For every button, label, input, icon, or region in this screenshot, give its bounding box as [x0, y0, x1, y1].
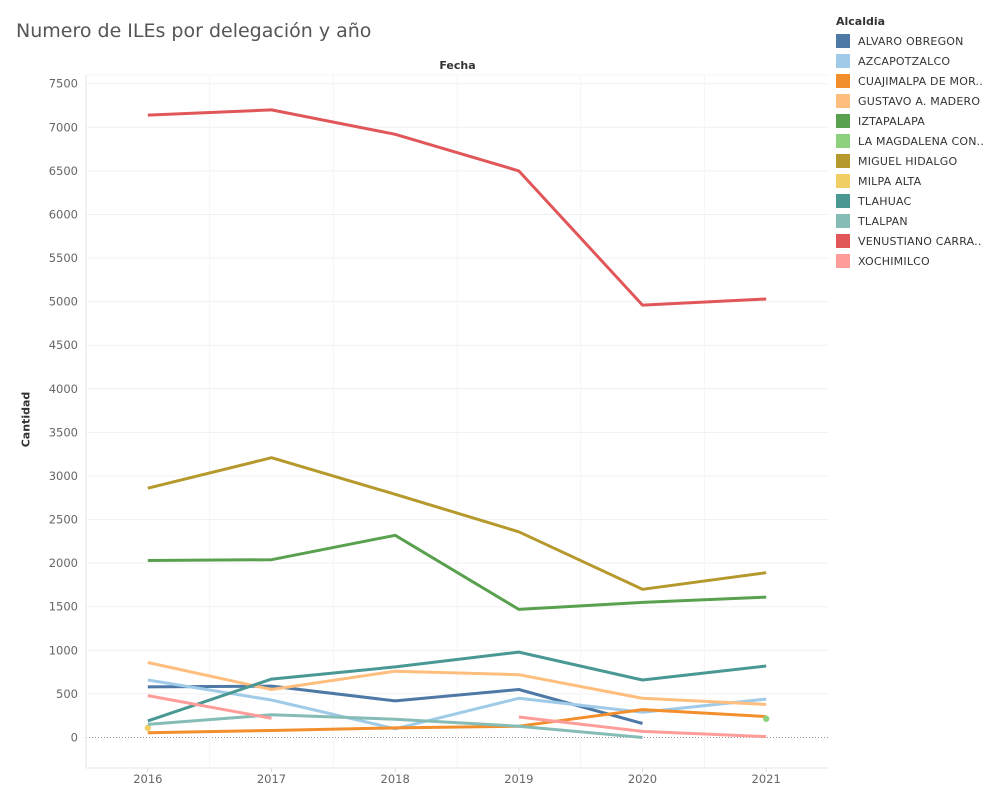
legend-item[interactable]: TLAHUAC: [836, 191, 996, 211]
y-tick-label: 1000: [49, 643, 78, 657]
legend-item[interactable]: MILPA ALTA: [836, 171, 996, 191]
series-line: [518, 715, 767, 739]
legend-item[interactable]: XOCHIMILCO: [836, 251, 996, 271]
series-line: [147, 684, 643, 725]
legend-swatch: [836, 194, 850, 208]
series-lines: [144, 108, 770, 739]
legend-item[interactable]: MIGUEL HIDALGO: [836, 151, 996, 171]
chart-title: Numero de ILEs por delegación y año: [16, 20, 372, 42]
legend-swatch: [836, 254, 850, 268]
y-tick-label: 6500: [49, 164, 78, 178]
y-tick-label: 7000: [49, 120, 78, 134]
legend-item[interactable]: LA MAGDALENA CON..: [836, 131, 996, 151]
y-tick-label: 3000: [49, 469, 78, 483]
legend-swatch: [836, 114, 850, 128]
legend-swatch: [836, 34, 850, 48]
data-point: [144, 724, 152, 732]
y-tick-label: 1500: [49, 600, 78, 614]
legend-swatch: [836, 214, 850, 228]
x-tick-label: 2016: [133, 772, 162, 786]
grid-lines: [86, 75, 828, 768]
legend-items: ALVARO OBREGON AZCAPOTZALCO CUAJIMALPA DE …: [836, 31, 996, 271]
legend-label: VENUSTIANO CARRA..: [858, 234, 982, 248]
x-tick-label: 2020: [628, 772, 657, 786]
series-line: [147, 713, 643, 739]
series-line: [147, 533, 767, 611]
legend-item[interactable]: CUAJIMALPA DE MOR..: [836, 71, 996, 91]
x-tick-label: 2017: [257, 772, 286, 786]
x-tick-label: 2018: [381, 772, 410, 786]
data-point: [762, 715, 770, 722]
y-tick-label: 6000: [49, 207, 78, 221]
legend-swatch: [836, 74, 850, 88]
legend-swatch: [836, 234, 850, 248]
line-chart: 0 500 1000 1500 2000 2500 3000 3500 4000 4500 5000…: [49, 74, 828, 786]
y-tick-label: 7500: [49, 77, 78, 91]
tick-labels: 0 500 1000 1500 2000 2500 3000 3500 4000 4500 5000…: [49, 77, 781, 786]
legend-swatch: [836, 154, 850, 168]
legend-label: MIGUEL HIDALGO: [858, 154, 958, 168]
series-line: [147, 456, 767, 591]
legend-item[interactable]: AZCAPOTZALCO: [836, 51, 996, 71]
y-tick-label: 2500: [49, 513, 78, 527]
legend-item[interactable]: GUSTAVO A. MADERO: [836, 91, 996, 111]
legend-item[interactable]: VENUSTIANO CARRA..: [836, 231, 996, 251]
series-line: [147, 708, 767, 735]
series-line: [147, 694, 272, 720]
legend-swatch: [836, 94, 850, 108]
legend-item[interactable]: TLALPAN: [836, 211, 996, 231]
y-tick-label: 3500: [49, 425, 78, 439]
y-tick-label: 0: [71, 730, 78, 744]
x-tick-label: 2021: [752, 772, 781, 786]
y-tick-label: 500: [56, 687, 78, 701]
series-line: [147, 108, 767, 307]
series-line: [147, 650, 767, 723]
axes: [85, 74, 828, 772]
y-tick-label: 5500: [49, 251, 78, 265]
legend-item[interactable]: ALVARO OBREGON: [836, 31, 996, 51]
y-tick-label: 2000: [49, 556, 78, 570]
x-tick-label: 2019: [504, 772, 533, 786]
legend-swatch: [836, 54, 850, 68]
legend-label: CUAJIMALPA DE MOR..: [858, 74, 983, 88]
legend-label: GUSTAVO A. MADERO: [858, 94, 981, 108]
legend: Alcaldia ALVARO OBREGON AZCAPOTZALCO CUAJI…: [836, 13, 996, 271]
y-tick-label: 4000: [49, 382, 78, 396]
legend-label: TLAHUAC: [858, 194, 912, 208]
legend-swatch: [836, 174, 850, 188]
legend-label: MILPA ALTA: [858, 174, 922, 188]
legend-label: AZCAPOTZALCO: [858, 54, 951, 68]
legend-label: TLALPAN: [858, 214, 908, 228]
legend-label: XOCHIMILCO: [858, 254, 930, 268]
y-tick-label: 4500: [49, 338, 78, 352]
legend-title: Alcaldia: [836, 15, 886, 28]
y-tick-label: 5000: [49, 295, 78, 309]
legend-swatch: [836, 134, 850, 148]
legend-item[interactable]: IZTAPALAPA: [836, 111, 996, 131]
legend-label: ALVARO OBREGON: [858, 34, 964, 48]
x-axis-title: Fecha: [439, 59, 476, 72]
legend-label: LA MAGDALENA CON..: [858, 134, 985, 148]
legend-label: IZTAPALAPA: [858, 114, 925, 128]
